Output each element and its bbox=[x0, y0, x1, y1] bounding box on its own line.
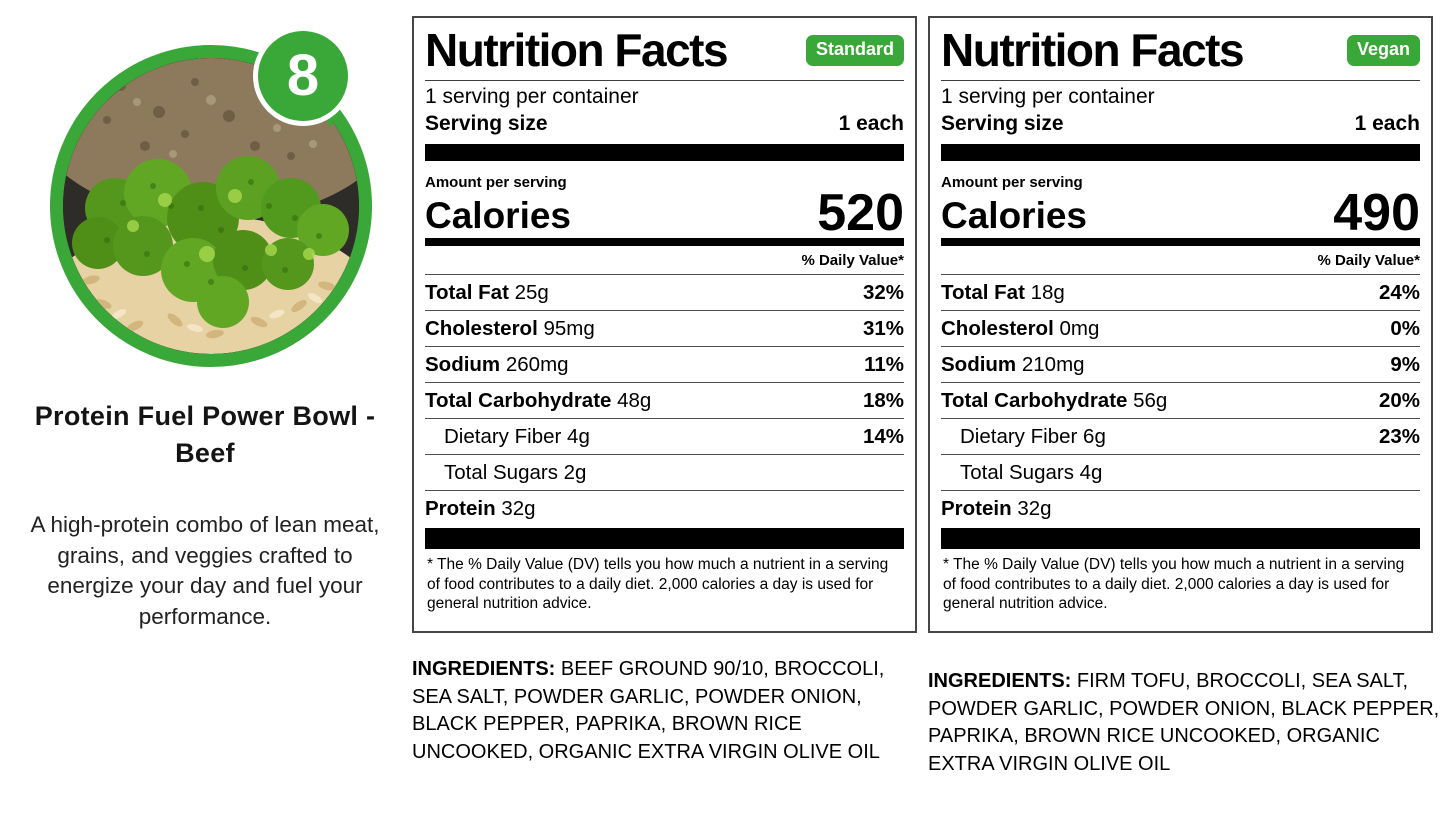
serving-size-value: 1 each bbox=[1354, 112, 1420, 136]
nutrient-amount: 2g bbox=[563, 461, 587, 485]
nutrient-row-fiber: Dietary Fiber 6g 23% bbox=[941, 419, 1420, 456]
nutrient-amount: 32g bbox=[501, 497, 536, 521]
daily-value-footnote: * The % Daily Value (DV) tells you how m… bbox=[943, 556, 1405, 613]
thick-divider bbox=[425, 144, 904, 162]
number-badge-text: 8 bbox=[286, 43, 320, 108]
ingredients-text: BEEF GROUND 90/10, BROCCOLI, SEA SALT, P… bbox=[412, 658, 885, 763]
nutrient-dv: 24% bbox=[1378, 281, 1420, 305]
nutrient-name: Protein bbox=[425, 497, 496, 521]
servings-per-container: 1 serving per container bbox=[425, 85, 639, 109]
variant-badge-standard: Standard bbox=[805, 34, 904, 66]
ingredients-label: INGREDIENTS: bbox=[928, 670, 1072, 692]
nutrient-name: Dietary Fiber bbox=[960, 425, 1078, 449]
nutrient-row-cholesterol: Cholesterol 0mg 0% bbox=[941, 311, 1420, 348]
nutrient-amount: 18g bbox=[1030, 281, 1065, 305]
nutrient-dv: 32% bbox=[862, 281, 904, 305]
calories-value: 520 bbox=[817, 184, 904, 243]
nutrient-amount: 0mg bbox=[1059, 317, 1100, 341]
nutrient-dv: 11% bbox=[864, 353, 904, 377]
thick-divider bbox=[941, 528, 1420, 550]
nutrient-name: Protein bbox=[941, 497, 1012, 521]
nutrient-name: Total Fat bbox=[941, 281, 1025, 305]
nutrition-label-standard: Nutrition Facts Standard 1 serving per c… bbox=[412, 16, 917, 633]
serving-size-value: 1 each bbox=[838, 112, 904, 136]
daily-value-header: % Daily Value* bbox=[425, 246, 904, 276]
calories-row: Calories 490 bbox=[941, 184, 1420, 243]
calories-label: Calories bbox=[941, 194, 1088, 236]
nutrition-facts-title: Nutrition Facts bbox=[425, 24, 729, 76]
nutrient-name: Total Carbohydrate bbox=[941, 389, 1128, 413]
serving-size-label: Serving size bbox=[425, 112, 548, 136]
serving-size-row: Serving size 1 each bbox=[941, 110, 1420, 144]
label-header: Nutrition Facts Standard bbox=[425, 24, 904, 82]
variant-badge-vegan: Vegan bbox=[1346, 34, 1420, 66]
serving-size-label: Serving size bbox=[941, 112, 1064, 136]
nutrition-facts-title: Nutrition Facts bbox=[941, 24, 1245, 76]
nutrient-row-sugars: Total Sugars 2g bbox=[425, 455, 904, 492]
nutrient-name: Total Carbohydrate bbox=[425, 389, 612, 413]
nutrient-dv: 18% bbox=[862, 389, 904, 413]
nutrient-row-total-fat: Total Fat 18g 24% bbox=[941, 275, 1420, 312]
nutrient-row-sodium: Sodium 260mg 11% bbox=[425, 347, 904, 384]
nutrient-dv: 14% bbox=[862, 425, 904, 449]
servings-per-container: 1 serving per container bbox=[941, 85, 1155, 109]
nutrient-amount: 25g bbox=[514, 281, 549, 305]
nutrient-amount: 210mg bbox=[1021, 353, 1085, 377]
nutrient-row-protein: Protein 32g bbox=[941, 491, 1420, 526]
nutrient-dv: 23% bbox=[1378, 425, 1420, 449]
nutrient-row-carbohydrate: Total Carbohydrate 56g 20% bbox=[941, 383, 1420, 420]
serving-size-row: Serving size 1 each bbox=[425, 110, 904, 144]
thick-divider bbox=[425, 528, 904, 550]
nutrient-name: Dietary Fiber bbox=[444, 425, 562, 449]
nutrient-name: Total Sugars bbox=[444, 461, 558, 485]
number-badge: 8 bbox=[258, 31, 348, 121]
nutrient-dv: 0% bbox=[1390, 317, 1420, 341]
nutrient-row-protein: Protein 32g bbox=[425, 491, 904, 526]
nutrient-row-sodium: Sodium 210mg 9% bbox=[941, 347, 1420, 384]
nutrient-amount: 95mg bbox=[543, 317, 595, 341]
ingredients-standard: INGREDIENTS: BEEF GROUND 90/10, BROCCOLI… bbox=[412, 656, 894, 766]
medium-divider bbox=[425, 238, 904, 247]
calories-label: Calories bbox=[425, 194, 572, 236]
nutrient-name: Sodium bbox=[941, 353, 1017, 377]
nutrient-amount: 4g bbox=[567, 425, 590, 449]
nutrient-amount: 32g bbox=[1017, 497, 1052, 521]
meal-photo-illustration bbox=[63, 58, 359, 354]
ingredients-text: FIRM TOFU, BROCCOLI, SEA SALT, POWDER GA… bbox=[928, 670, 1440, 775]
nutrient-row-total-fat: Total Fat 25g 32% bbox=[425, 275, 904, 312]
meal-photo bbox=[50, 45, 372, 367]
nutrient-row-cholesterol: Cholesterol 95mg 31% bbox=[425, 311, 904, 348]
calories-value: 490 bbox=[1333, 184, 1420, 243]
nutrient-dv: 20% bbox=[1378, 389, 1420, 413]
nutrient-row-fiber: Dietary Fiber 4g 14% bbox=[425, 419, 904, 456]
label-header: Nutrition Facts Vegan bbox=[941, 24, 1420, 82]
nutrient-name: Cholesterol bbox=[425, 317, 538, 341]
nutrient-row-carbohydrate: Total Carbohydrate 48g 18% bbox=[425, 383, 904, 420]
amount-per-serving: Amount per serving bbox=[425, 174, 567, 192]
ingredients-label: INGREDIENTS: bbox=[412, 658, 556, 680]
ingredients-vegan: INGREDIENTS: FIRM TOFU, BROCCOLI, SEA SA… bbox=[928, 668, 1442, 778]
nutrient-dv: 9% bbox=[1390, 353, 1420, 377]
daily-value-header: % Daily Value* bbox=[941, 246, 1420, 276]
nutrient-name: Total Fat bbox=[425, 281, 509, 305]
nutrient-amount: 48g bbox=[617, 389, 652, 413]
nutrition-label-vegan: Nutrition Facts Vegan 1 serving per cont… bbox=[928, 16, 1433, 633]
meal-title: Protein Fuel Power Bowl - Beef bbox=[34, 401, 376, 468]
nutrient-dv: 31% bbox=[862, 317, 904, 341]
nutrient-amount: 6g bbox=[1083, 425, 1106, 449]
nutrient-row-sugars: Total Sugars 4g bbox=[941, 455, 1420, 492]
nutrient-amount: 4g bbox=[1079, 461, 1103, 485]
nutrient-name: Cholesterol bbox=[941, 317, 1054, 341]
nutrient-amount: 260mg bbox=[505, 353, 569, 377]
daily-value-footnote: * The % Daily Value (DV) tells you how m… bbox=[427, 556, 889, 613]
thick-divider bbox=[941, 144, 1420, 162]
nutrient-name: Sodium bbox=[425, 353, 501, 377]
medium-divider bbox=[941, 238, 1420, 247]
nutrient-name: Total Sugars bbox=[960, 461, 1074, 485]
nutrient-amount: 56g bbox=[1133, 389, 1168, 413]
meal-description: A high-protein combo of lean meat, grain… bbox=[30, 512, 380, 629]
amount-per-serving: Amount per serving bbox=[941, 174, 1083, 192]
calories-row: Calories 520 bbox=[425, 184, 904, 243]
